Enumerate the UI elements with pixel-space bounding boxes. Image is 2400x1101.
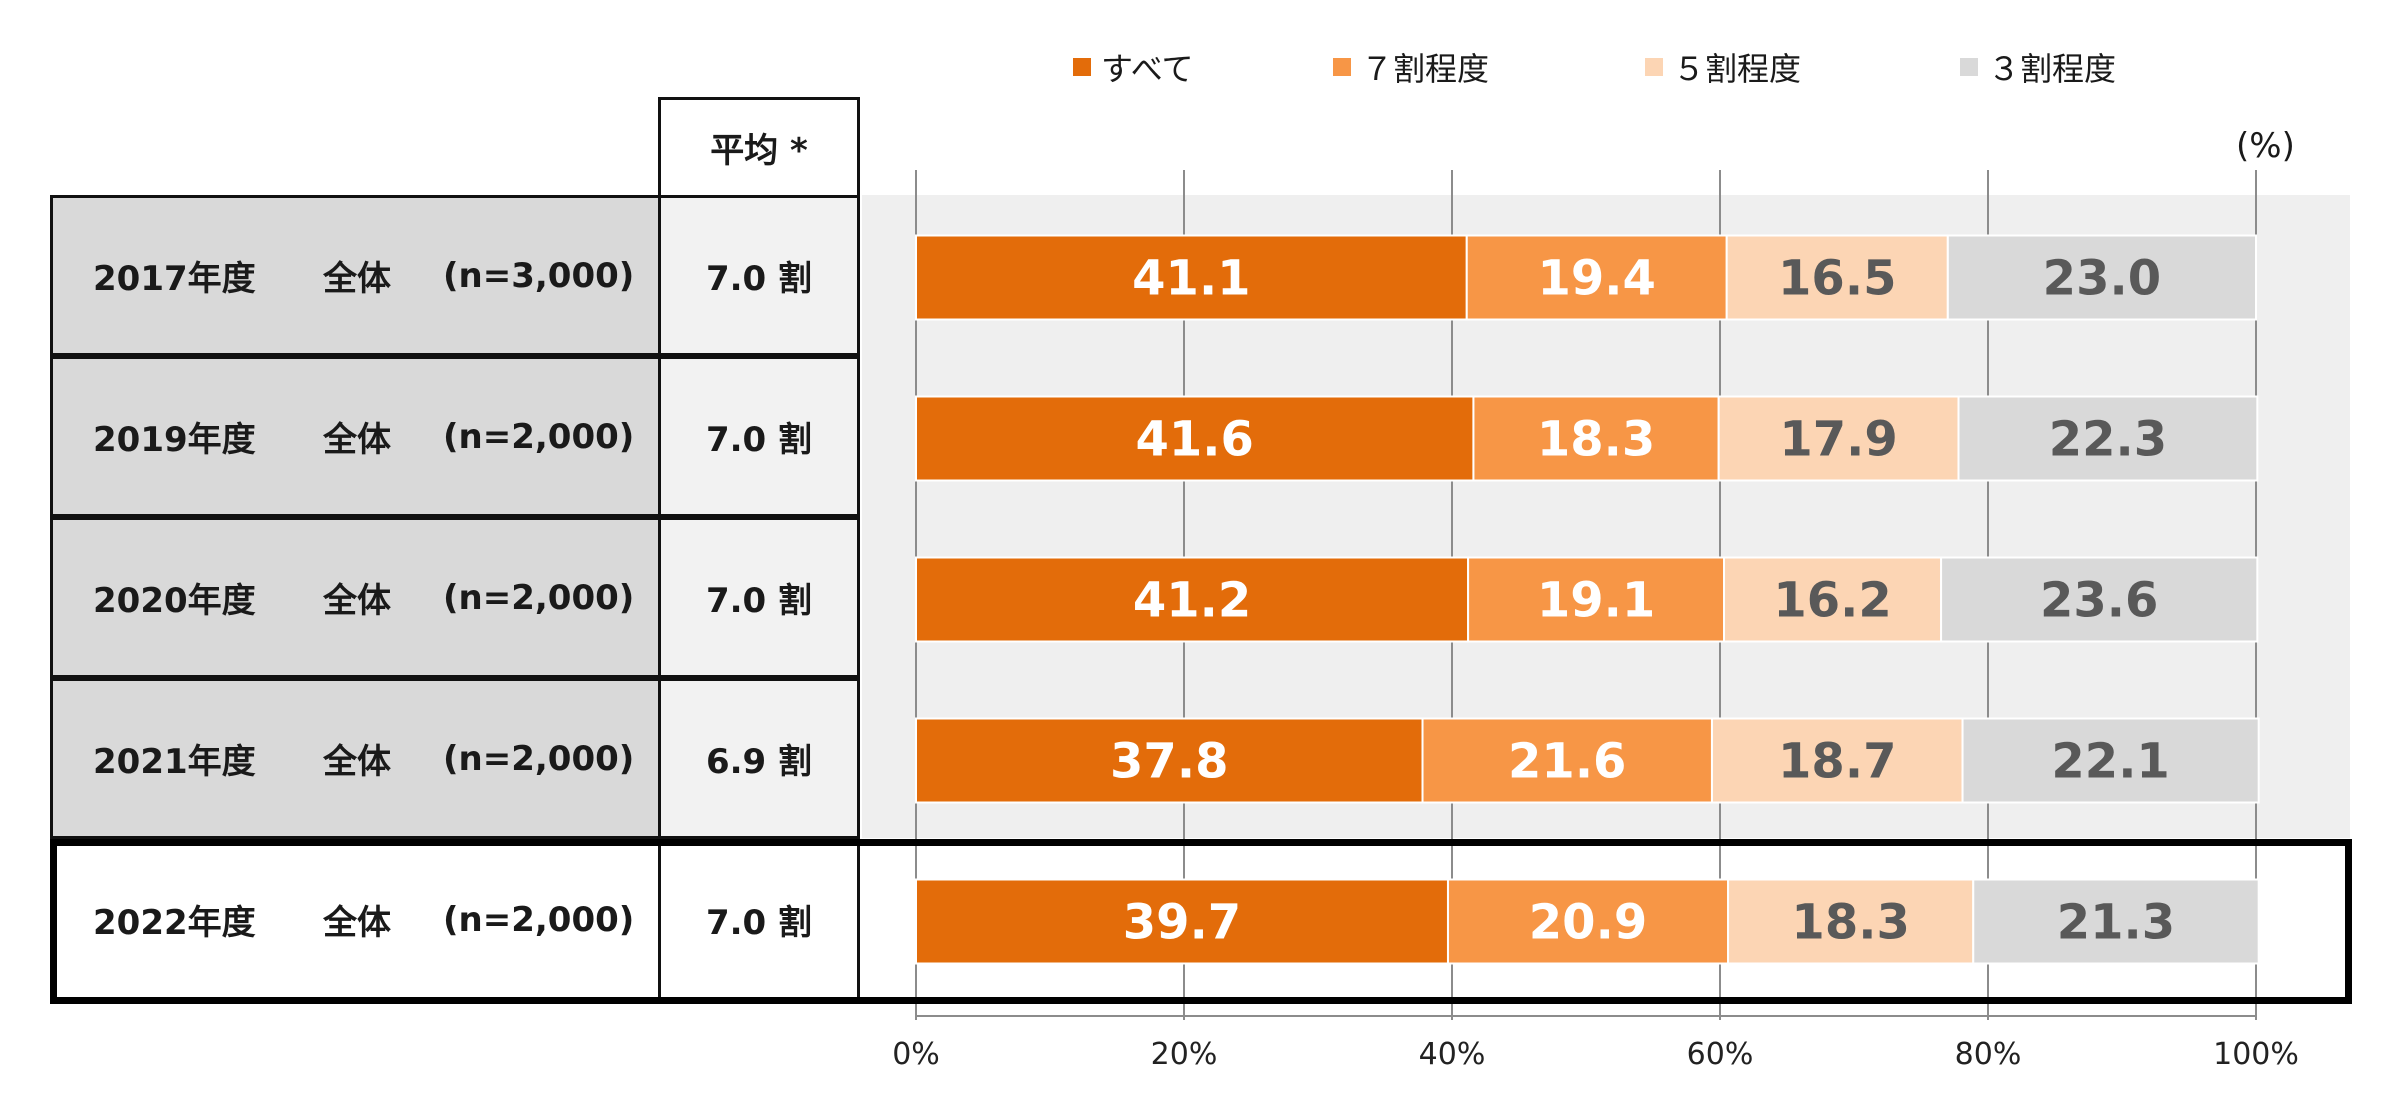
bar-segment	[1710, 717, 1964, 804]
data-label: 16.2	[1773, 573, 1891, 629]
bar-segment	[1421, 717, 1713, 804]
x-tick-label: 100%	[2213, 1037, 2299, 1072]
legend-label-70: ７割程度	[1361, 50, 1490, 88]
row-year: 2022年度	[93, 903, 256, 943]
row-average: 7.0 割	[658, 195, 860, 356]
x-tick-label: 40%	[1419, 1037, 1486, 1072]
legend-item-70: ７割程度	[1333, 44, 1489, 90]
data-label: 19.1	[1537, 573, 1655, 629]
legend-item-30: ３割程度	[1960, 44, 2116, 90]
legend-item-50: ５割程度	[1645, 44, 1801, 90]
data-label: 41.2	[1133, 573, 1251, 629]
data-label: 41.1	[1132, 251, 1250, 307]
row-average: 6.9 割	[658, 678, 860, 839]
bar-segment	[1472, 395, 1720, 482]
bar-segment	[1717, 395, 1960, 482]
data-label: 19.4	[1538, 251, 1656, 307]
table-row: 2020年度 全体 (n=2,000) 7.0 割	[50, 517, 860, 678]
legend-swatch-30	[1960, 58, 1978, 76]
data-label: 18.3	[1537, 412, 1655, 468]
row-group: 全体	[323, 259, 391, 299]
data-label: 18.7	[1778, 734, 1896, 790]
row-group: 全体	[323, 581, 391, 621]
table-row-highlighted: 2022年度 全体 (n=2,000) 7.0 割	[50, 839, 860, 1000]
data-label: 16.5	[1778, 251, 1896, 307]
x-tick-label: 0%	[892, 1037, 940, 1072]
table-row: 2017年度 全体 (n=3,000) 7.0 割	[50, 195, 860, 356]
row-average: 7.0 割	[658, 356, 860, 517]
legend-label-50: ５割程度	[1673, 50, 1802, 88]
data-label: 20.9	[1529, 895, 1647, 951]
row-group: 全体	[323, 903, 391, 943]
bar-segment	[1446, 878, 1730, 965]
bar-segment	[1940, 556, 2259, 643]
bar-segment	[1946, 234, 2258, 321]
bar-segment	[1972, 878, 2260, 965]
bar-segment	[1723, 556, 1943, 643]
legend-item-all: すべて	[1073, 44, 1193, 90]
bar-segment	[1727, 878, 1975, 965]
highlight-box-2022	[50, 839, 2352, 1004]
row-sample-size: (n=2,000)	[443, 416, 635, 457]
data-label: 21.6	[1508, 734, 1626, 790]
row-sample-size: (n=2,000)	[443, 899, 635, 940]
row-year: 2020年度	[93, 581, 256, 621]
bar-segment	[1957, 395, 2259, 482]
data-label: 22.3	[2049, 412, 2167, 468]
legend-swatch-50	[1645, 58, 1663, 76]
bar-segment	[915, 556, 1470, 643]
bar-segment	[915, 234, 1468, 321]
row-sample-size: (n=3,000)	[443, 255, 635, 296]
bar-segment	[1725, 234, 1949, 321]
x-tick-label: 80%	[1955, 1037, 2022, 1072]
row-year: 2019年度	[93, 420, 256, 460]
bar-segment	[915, 395, 1475, 482]
table-row: 2019年度 全体 (n=2,000) 7.0 割	[50, 356, 860, 517]
row-average: 7.0 割	[658, 517, 860, 678]
row-label: 2021年度 全体 (n=2,000)	[50, 678, 658, 839]
bar-segment	[915, 878, 1449, 965]
data-label: 23.0	[2043, 251, 2161, 307]
average-column-header: 平均 *	[658, 97, 860, 195]
bar-segment	[1961, 717, 2260, 804]
table-row: 2021年度 全体 (n=2,000) 6.9 割	[50, 678, 860, 839]
row-label: 2019年度 全体 (n=2,000)	[50, 356, 658, 517]
legend-label-all: すべて	[1101, 50, 1194, 88]
row-label: 2020年度 全体 (n=2,000)	[50, 517, 658, 678]
row-sample-size: (n=2,000)	[443, 577, 635, 618]
row-label: 2022年度 全体 (n=2,000)	[50, 839, 658, 1000]
legend-swatch-70	[1333, 58, 1351, 76]
row-group: 全体	[323, 420, 391, 460]
data-label: 41.6	[1136, 412, 1254, 468]
legend-swatch-all	[1073, 58, 1091, 76]
x-tick-label: 60%	[1687, 1037, 1754, 1072]
row-group: 全体	[323, 742, 391, 782]
row-label: 2017年度 全体 (n=3,000)	[50, 195, 658, 356]
x-tick-label: 20%	[1151, 1037, 1218, 1072]
data-label: 39.7	[1123, 895, 1241, 951]
bar-segment	[1467, 556, 1726, 643]
row-year: 2017年度	[93, 259, 256, 299]
data-label: 21.3	[2057, 895, 2175, 951]
row-year: 2021年度	[93, 742, 256, 782]
data-label: 37.8	[1110, 734, 1228, 790]
legend: すべて ７割程度 ５割程度 ３割程度	[0, 44, 2400, 94]
data-label: 23.6	[2040, 573, 2158, 629]
data-label: 17.9	[1779, 412, 1897, 468]
data-label: 18.3	[1791, 895, 1909, 951]
data-label: 22.1	[2051, 734, 2169, 790]
bar-segment	[1465, 234, 1728, 321]
row-sample-size: (n=2,000)	[443, 738, 635, 779]
legend-label-30: ３割程度	[1988, 50, 2117, 88]
unit-label: (%)	[2236, 126, 2295, 166]
